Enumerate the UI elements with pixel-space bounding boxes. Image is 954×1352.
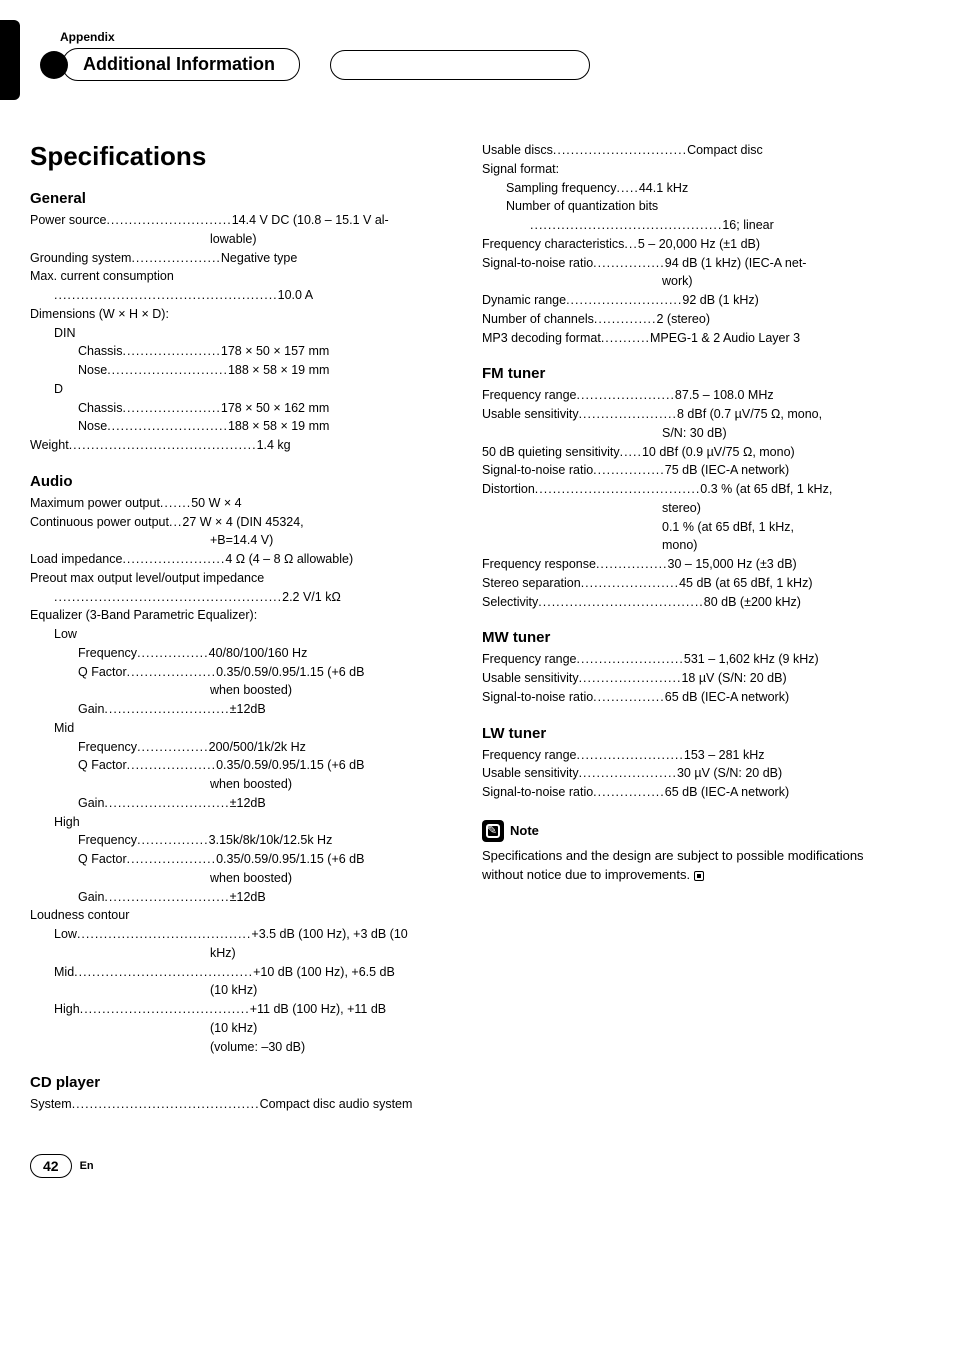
spec-row: ........................................… — [30, 286, 442, 305]
spec-row: Gain ............................ ±12dB — [30, 888, 442, 907]
cont-line: 0.1 % (at 65 dBf, 1 kHz, — [482, 518, 894, 537]
spec-row: Grounding system .................... Ne… — [30, 249, 442, 268]
spec-row: Frequency ................ 40/80/100/160… — [30, 644, 442, 663]
lw-heading: LW tuner — [482, 725, 894, 742]
note-label: Note — [510, 823, 539, 838]
page-number: 42 — [30, 1154, 72, 1178]
spec-row: Power source ...........................… — [30, 211, 442, 230]
spec-row: High ...................................… — [30, 1000, 442, 1019]
header-empty-pill — [330, 50, 590, 80]
content-columns: Specifications General Power source ....… — [30, 141, 894, 1114]
spec-row: Maximum power output ....... 50 W × 4 — [30, 494, 442, 513]
spec-row: Frequency characteristics ... 5 – 20,000… — [482, 235, 894, 254]
spec-row: Signal format: — [482, 160, 894, 179]
appendix-label: Appendix — [60, 30, 894, 44]
spec-row: Signal-to-noise ratio ................ 6… — [482, 783, 894, 802]
note-header: Note — [482, 820, 894, 842]
spec-row: Signal-to-noise ratio ................ 9… — [482, 254, 894, 273]
spec-row: 50 dB quieting sensitivity ..... 10 dBf … — [482, 443, 894, 462]
spec-row: Sampling frequency ..... 44.1 kHz — [482, 179, 894, 198]
spec-row: Usable sensitivity .....................… — [482, 764, 894, 783]
spec-row: Frequency response ................ 30 –… — [482, 555, 894, 574]
spec-row: Usable sensitivity .....................… — [482, 669, 894, 688]
note-body: Specifications and the design are subjec… — [482, 846, 894, 885]
header-bar: Additional Information — [40, 48, 894, 81]
cont-line: kHz) — [30, 944, 442, 963]
left-column: Specifications General Power source ....… — [30, 141, 442, 1114]
right-column: Usable discs ...........................… — [482, 141, 894, 1114]
spec-row: Q Factor .................... 0.35/0.59/… — [30, 756, 442, 775]
spec-row: Chassis ...................... 178 × 50 … — [30, 342, 442, 361]
spec-row: D — [30, 380, 442, 399]
spec-row: Weight .................................… — [30, 436, 442, 455]
cont-line: S/N: 30 dB) — [482, 424, 894, 443]
cd-heading: CD player — [30, 1074, 442, 1091]
spec-row: Low — [30, 625, 442, 644]
spec-row: Usable discs ...........................… — [482, 141, 894, 160]
cont-line: when boosted) — [30, 775, 442, 794]
spec-row: Chassis ...................... 178 × 50 … — [30, 399, 442, 418]
page-language: En — [80, 1160, 94, 1172]
spec-row: Frequency range ...................... 8… — [482, 386, 894, 405]
mw-heading: MW tuner — [482, 629, 894, 646]
cont-line: when boosted) — [30, 681, 442, 700]
spec-row: Frequency range ........................… — [482, 650, 894, 669]
spec-row: Dimensions (W × H × D): — [30, 305, 442, 324]
spec-row: Nose ........................... 188 × 5… — [30, 417, 442, 436]
spec-row: Signal-to-noise ratio ................ 6… — [482, 688, 894, 707]
spec-row: Dynamic range ..........................… — [482, 291, 894, 310]
spec-row: Distortion .............................… — [482, 480, 894, 499]
spec-row: ........................................… — [30, 588, 442, 607]
cont-line: (volume: –30 dB) — [30, 1038, 442, 1057]
spec-row: Signal-to-noise ratio ................ 7… — [482, 461, 894, 480]
note-icon — [482, 820, 504, 842]
spec-row: Number of quantization bits — [482, 197, 894, 216]
spec-row: High — [30, 813, 442, 832]
general-heading: General — [30, 190, 442, 207]
spec-row: Gain ............................ ±12dB — [30, 700, 442, 719]
end-mark-icon — [694, 871, 704, 881]
audio-heading: Audio — [30, 473, 442, 490]
cont-line: mono) — [482, 536, 894, 555]
side-tab — [0, 20, 20, 100]
cont-line: +B=14.4 V) — [30, 531, 442, 550]
cont-line: (10 kHz) — [30, 1019, 442, 1038]
spec-row: Selectivity ............................… — [482, 593, 894, 612]
spec-row: Loudness contour — [30, 906, 442, 925]
spec-row: System .................................… — [30, 1095, 442, 1114]
spec-row: Mid — [30, 719, 442, 738]
page-footer: 42 En — [30, 1154, 894, 1178]
spec-row: DIN — [30, 324, 442, 343]
spec-row: Low ....................................… — [30, 925, 442, 944]
spec-row: Equalizer (3-Band Parametric Equalizer): — [30, 606, 442, 625]
header-title: Additional Information — [62, 48, 300, 81]
cont-line: lowable) — [30, 230, 442, 249]
spec-row: Nose ........................... 188 × 5… — [30, 361, 442, 380]
spec-row: Usable sensitivity .....................… — [482, 405, 894, 424]
cont-line: (10 kHz) — [30, 981, 442, 1000]
header-dot — [40, 51, 68, 79]
cont-line: work) — [482, 272, 894, 291]
spec-row: Number of channels .............. 2 (ste… — [482, 310, 894, 329]
spec-row: MP3 decoding format ........... MPEG-1 &… — [482, 329, 894, 348]
spec-row: Frequency ................ 200/500/1k/2k… — [30, 738, 442, 757]
page-title: Specifications — [30, 141, 442, 172]
spec-row: Frequency ................ 3.15k/8k/10k/… — [30, 831, 442, 850]
spec-row: Stereo separation ......................… — [482, 574, 894, 593]
spec-row: Load impedance ....................... 4… — [30, 550, 442, 569]
spec-row: Frequency range ........................… — [482, 746, 894, 765]
cont-line: stereo) — [482, 499, 894, 518]
spec-row: Preout max output level/output impedance — [30, 569, 442, 588]
fm-heading: FM tuner — [482, 365, 894, 382]
spec-row: Gain ............................ ±12dB — [30, 794, 442, 813]
spec-row: ........................................… — [482, 216, 894, 235]
spec-row: Q Factor .................... 0.35/0.59/… — [30, 663, 442, 682]
spec-row: Continuous power output ... 27 W × 4 (DI… — [30, 513, 442, 532]
spec-row: Mid ....................................… — [30, 963, 442, 982]
cont-line: when boosted) — [30, 869, 442, 888]
spec-row: Max. current consumption — [30, 267, 442, 286]
spec-row: Q Factor .................... 0.35/0.59/… — [30, 850, 442, 869]
